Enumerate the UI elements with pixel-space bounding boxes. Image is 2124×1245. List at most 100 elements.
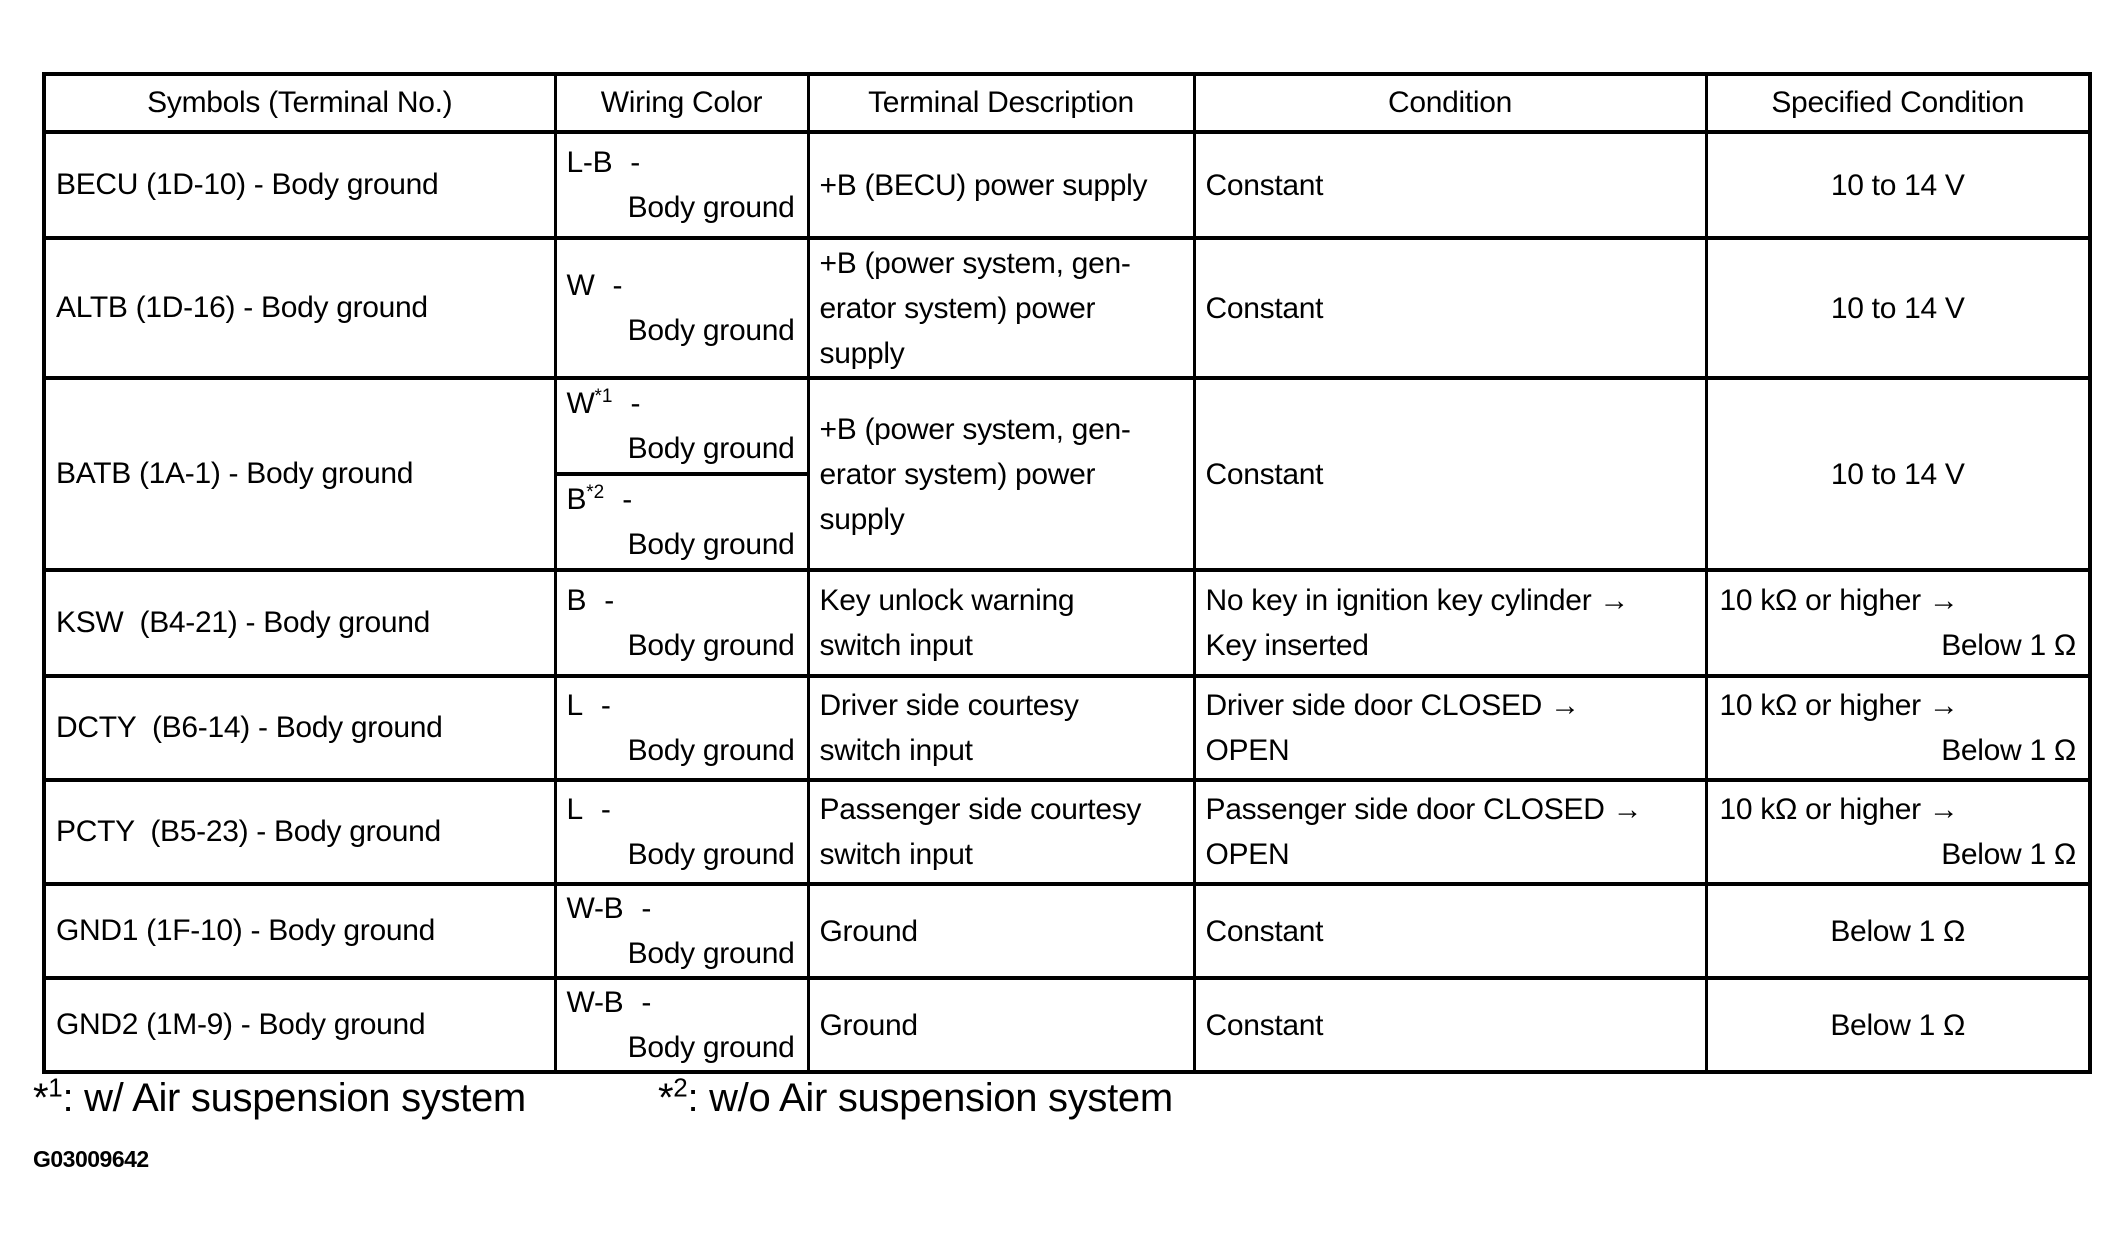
specified-condition-cell: 10 kΩ or higher → Below 1 Ω	[1704, 778, 2092, 886]
specified-from: 10 kΩ or higher →	[1719, 584, 1959, 617]
specified-condition-cell: Below 1 Ω	[1704, 976, 2092, 1074]
footnote-number: 2	[673, 1072, 688, 1103]
col-header-terminal-description: Terminal Description	[806, 72, 1196, 134]
table-row: KSW (B4-21) - Body ground B- Body ground…	[42, 568, 2092, 678]
condition-cell: No key in ignition key cylinder → Key in…	[1192, 568, 1708, 678]
symbol-cell: GND1 (1F-10) - Body ground	[42, 882, 557, 980]
wiring-color-cell: W-B - Body ground	[553, 882, 810, 980]
specified-condition-cell: 10 kΩ or higher → Below 1 Ω	[1704, 568, 2092, 678]
specified-to: Below 1 Ω	[1941, 734, 2076, 767]
symbol-cell: ALTB (1D-16) - Body ground	[42, 236, 557, 380]
wiring-target: Body ground	[627, 314, 795, 347]
wiring-dash: -	[604, 584, 614, 617]
terminal-description-cell: +B (BECU) power supply	[806, 130, 1196, 240]
wiring-color-cell: B- Body ground	[553, 568, 810, 678]
condition-cell: Driver side door CLOSED → OPEN	[1192, 674, 1708, 782]
wiring-dash: -	[641, 986, 652, 1019]
condition-cell: Constant	[1192, 882, 1708, 980]
wiring-target: Body ground	[627, 937, 795, 970]
wiring-dash: -	[612, 269, 623, 302]
footnote-text: : w/ Air suspension system	[62, 1076, 526, 1120]
wiring-target: Body ground	[627, 629, 795, 662]
wiring-color-cell: L- Body ground	[553, 778, 810, 886]
col-header-specified-condition: Specified Condition	[1704, 72, 2092, 134]
specified-from: 10 kΩ or higher →	[1719, 793, 1959, 826]
specified-to: Below 1 Ω	[1941, 838, 2076, 871]
wiring-line: B-	[567, 578, 797, 623]
wiring-code: L-B	[566, 146, 613, 179]
symbol-cell: BECU (1D-10) - Body ground	[42, 130, 557, 240]
terminal-description-cell: Ground	[806, 976, 1196, 1074]
wiring-dash: -	[630, 146, 640, 179]
condition-cell: Constant	[1192, 236, 1708, 380]
specified-condition-cell: 10 to 14 V	[1704, 130, 2092, 240]
table-row: GND2 (1M-9) - Body ground W-B - Body grou…	[42, 976, 2092, 1074]
table-row: ALTB (1D-16) - Body ground W- Body groun…	[42, 236, 2092, 380]
table-row: BECU (1D-10) - Body ground L-B - Body gro…	[42, 130, 2092, 240]
col-header-symbols: Symbols (Terminal No.)	[42, 72, 557, 134]
wiring-dash: -	[600, 793, 611, 826]
footnote-text: : w/o Air suspension system	[687, 1076, 1173, 1120]
specified-to: Below 1 Ω	[1941, 629, 2076, 662]
wiring-color-cell: L- Body ground	[553, 674, 810, 782]
wiring-color-cell: W*1- Body ground	[553, 376, 810, 476]
condition-cell: Constant	[1192, 976, 1708, 1074]
wiring-line: W-	[567, 263, 797, 308]
footnote-1: *1: w/ Air suspension system	[33, 1072, 526, 1121]
wiring-color-cell: W- Body ground	[553, 236, 810, 380]
wiring-code: W	[566, 387, 595, 420]
wiring-target: Body ground	[627, 838, 795, 871]
wiring-line: W-B -	[566, 982, 797, 1025]
wiring-code: W-B	[566, 986, 624, 1019]
wiring-footnote-marker: *2	[586, 482, 605, 503]
specified-condition-cell: 10 to 14 V	[1704, 236, 2092, 380]
wiring-dash: -	[630, 387, 641, 420]
wiring-color-cell: L-B - Body ground	[553, 130, 810, 240]
terminal-description-cell: Ground	[806, 882, 1196, 980]
table-row: DCTY (B6-14) - Body ground L- Body groun…	[42, 674, 2092, 782]
wiring-line: L-	[567, 787, 797, 832]
footnote-2: *2: w/o Air suspension system	[658, 1072, 1173, 1121]
wiring-line: B*2-	[566, 478, 797, 522]
footnotes: *1: w/ Air suspension system *2: w/o Air…	[33, 1072, 1433, 1132]
symbol-cell: BATB (1A-1) - Body ground	[42, 376, 557, 572]
condition-cell: Constant	[1192, 376, 1708, 572]
wiring-code: B	[566, 483, 587, 516]
terminal-description-cell: Key unlock warning switch input	[806, 568, 1196, 678]
terminal-description-cell: Driver side courtesy switch input	[806, 674, 1196, 782]
wiring-line: W*1-	[566, 382, 797, 426]
footnote-star: *	[33, 1076, 49, 1120]
wiring-color-cell: B*2- Body ground	[553, 472, 810, 572]
terminal-description-cell: Passenger side courtesy switch input	[806, 778, 1196, 886]
wiring-footnote-marker: *1	[594, 386, 613, 407]
col-header-wiring-color: Wiring Color	[553, 72, 810, 134]
wiring-line: L-B -	[567, 140, 797, 185]
table-row: PCTY (B5-23) - Body ground L- Body groun…	[42, 778, 2092, 886]
wiring-line: W-B -	[567, 888, 797, 931]
wiring-target: Body ground	[627, 528, 795, 561]
table-header-row: Symbols (Terminal No.) Wiring Color Term…	[42, 72, 2092, 134]
wiring-code: L	[566, 793, 584, 826]
table-row: BATB (1A-1) - Body ground W*1- Body grou…	[42, 376, 2092, 572]
specified-condition-cell: 10 kΩ or higher → Below 1 Ω	[1704, 674, 2092, 782]
wiring-dash: -	[622, 483, 632, 516]
specified-from: 10 kΩ or higher →	[1719, 689, 1959, 722]
graphic-id: G03009642	[33, 1146, 149, 1172]
symbol-cell: GND2 (1M-9) - Body ground	[42, 976, 557, 1074]
condition-cell: Constant	[1192, 130, 1708, 240]
terminal-description-cell: +B (power system, gen- erator system) po…	[806, 376, 1196, 572]
wiring-target: Body ground	[627, 432, 795, 465]
wiring-target: Body ground	[627, 1031, 795, 1064]
footnote-star: *	[658, 1076, 674, 1120]
table-row: GND1 (1F-10) - Body ground W-B - Body gro…	[42, 882, 2092, 980]
terminal-description-cell: +B (power system, gen- erator system) po…	[806, 236, 1196, 380]
symbol-cell: KSW (B4-21) - Body ground	[42, 568, 557, 678]
wiring-code: W	[566, 269, 595, 302]
terminal-spec-table: Symbols (Terminal No.) Wiring Color Term…	[42, 72, 2092, 1074]
wiring-code: L	[566, 689, 584, 722]
condition-cell: Passenger side door CLOSED → OPEN	[1192, 778, 1708, 886]
wiring-line: L-	[567, 683, 797, 728]
col-header-condition: Condition	[1192, 72, 1708, 134]
wiring-target: Body ground	[627, 191, 795, 224]
footnote-number: 1	[48, 1072, 63, 1103]
